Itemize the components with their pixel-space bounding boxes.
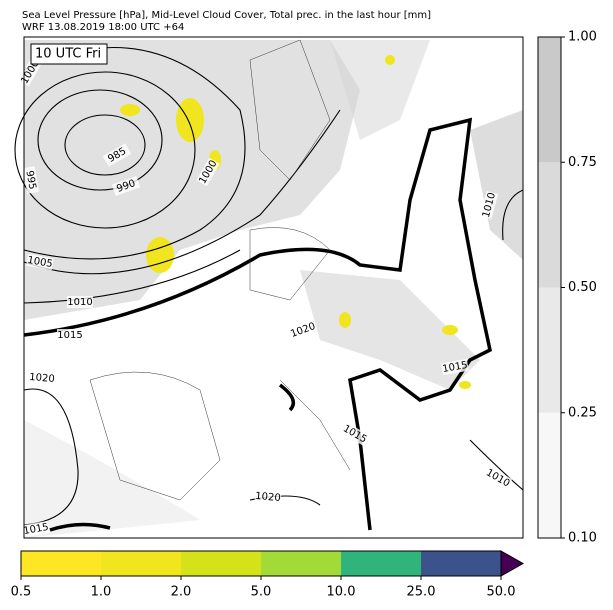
colorbar-tick-label: 0.5 <box>11 585 32 600</box>
isobar-label-bg <box>483 466 513 490</box>
isobars <box>14 46 524 526</box>
colorbar-tick-label: 50.0 <box>487 585 516 600</box>
isobar-1015 <box>23 117 492 532</box>
colorbar-extend <box>500 550 525 577</box>
precip-colorbar: 0.5 1.0 2.0 5.0 10.0 25.0 50.0 <box>11 550 525 600</box>
colorbar-segment <box>538 37 561 163</box>
isobar-label-bg <box>57 329 83 341</box>
isobar-label: 1020 <box>29 372 55 385</box>
coastlines <box>89 39 351 501</box>
isobar-label-bg <box>22 166 40 194</box>
colorbar-tick-label: 0.50 <box>568 280 597 295</box>
isobar-label-bg <box>111 175 141 197</box>
colorbar-segment <box>341 551 421 576</box>
isobar-label: 1015 <box>57 330 82 341</box>
colorbar-tick-label: 0.75 <box>568 155 597 170</box>
colorbar-tick-label: 2.0 <box>171 585 192 600</box>
isobar-label-bg <box>479 190 499 220</box>
colorbar-tick-label: 25.0 <box>407 585 436 600</box>
precip-areas <box>120 55 471 389</box>
map-frame <box>23 36 524 539</box>
time-box <box>30 43 108 65</box>
isobar-label: 1015 <box>442 360 469 375</box>
title: Sea Level Pressure [hPa], Mid-Level Clou… <box>22 10 431 21</box>
isobar-label-bg <box>67 296 93 308</box>
colorbar-tick-label: 0.10 <box>568 531 597 546</box>
colorbar-tick-label: 5.0 <box>251 585 272 600</box>
colorbar-segment <box>538 287 561 413</box>
isobar-label-bg <box>28 370 56 386</box>
colorbar-segment <box>421 551 501 576</box>
cloud-colorbar: 0.10 0.25 0.50 0.75 1.00 <box>537 30 597 546</box>
time-label: 10 UTC Fri <box>35 47 101 62</box>
isobar-label-bg <box>102 143 132 167</box>
colorbar-segment <box>21 551 101 576</box>
isobar-label-bg <box>26 253 54 271</box>
isobar-label: 1020 <box>255 491 281 504</box>
colorbar-tick-label: 10.0 <box>327 585 356 600</box>
colorbar-tick-label: 1.0 <box>91 585 112 600</box>
isobar-label-bg <box>254 489 282 505</box>
isobar-label-bg <box>340 422 370 446</box>
isobar-label-bg <box>288 319 318 341</box>
subtitle: WRF 13.08.2019 18:00 UTC +64 <box>22 22 184 33</box>
colorbar-segment <box>538 412 561 538</box>
colorbar-tick-label: 1.00 <box>568 30 597 45</box>
colorbar-segment <box>101 551 181 576</box>
colorbar-segment <box>181 551 261 576</box>
isobar-label: 1010 <box>67 297 92 308</box>
isobar-label-bg <box>196 157 220 187</box>
isobar-label: 1015 <box>23 522 50 537</box>
colorbar-segment <box>538 162 561 288</box>
isobar-label: 1005 <box>26 255 53 270</box>
isobar-label-bg <box>22 520 50 538</box>
colorbar-tick-label: 0.25 <box>568 405 597 420</box>
isobar-label-bg <box>441 358 469 376</box>
colorbar-segment <box>261 551 341 576</box>
isobar-label: 995 <box>23 170 37 191</box>
cloud-areas <box>24 40 523 538</box>
